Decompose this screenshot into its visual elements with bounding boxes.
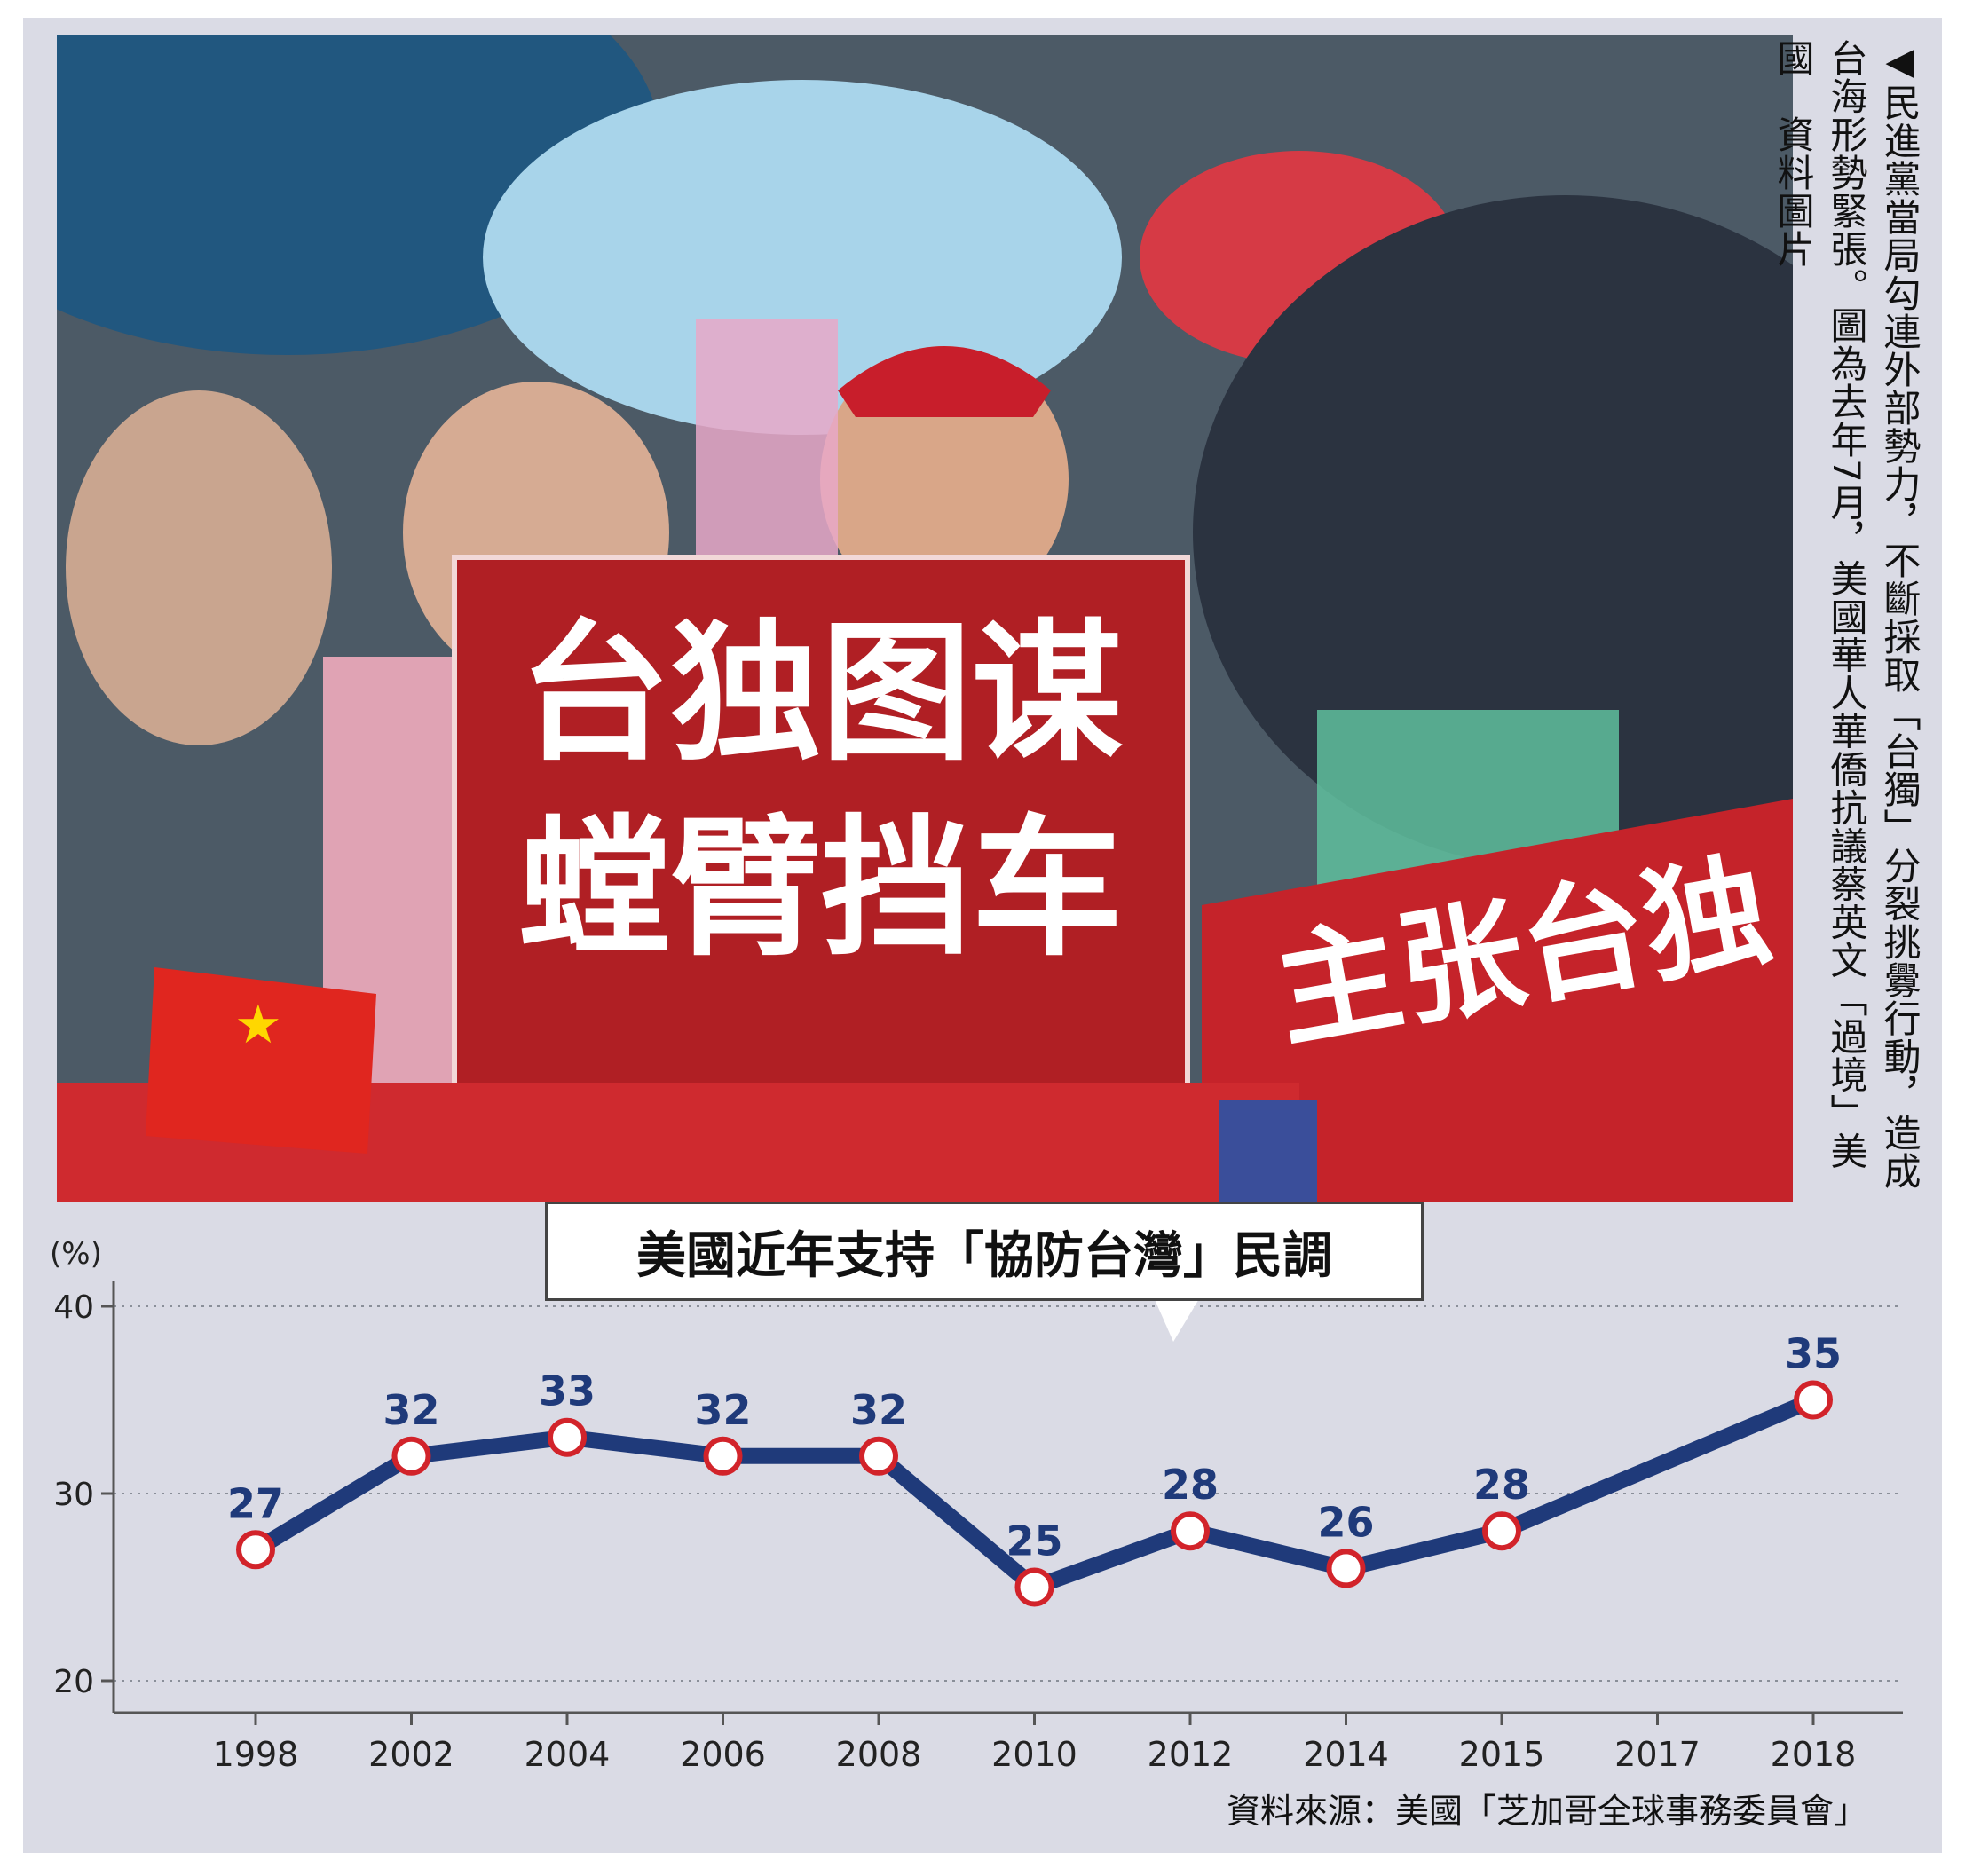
data-label: 28 (1473, 1461, 1530, 1509)
data-point (236, 1530, 275, 1570)
x-tick-label: 1998 (213, 1735, 299, 1774)
y-tick-label: 40 (53, 1289, 94, 1326)
data-point (1171, 1511, 1210, 1551)
photo-illustration: 台独图谋 螳臂挡车 主张台独 ★ (57, 35, 1793, 1202)
data-label: 28 (1162, 1461, 1219, 1509)
chart-grid (114, 1305, 1903, 1682)
data-labels: 27 32 33 32 32 25 28 26 28 35 (227, 1330, 1842, 1565)
title-callout-pointer (1154, 1297, 1200, 1342)
data-point (548, 1417, 587, 1457)
protest-sign (452, 555, 1190, 1101)
data-point (859, 1436, 898, 1476)
sign-line2: 螳臂挡车 (519, 801, 1123, 977)
data-label: 32 (850, 1386, 907, 1434)
data-point (703, 1436, 743, 1476)
series-line (248, 1391, 1821, 1596)
data-points (236, 1380, 1833, 1607)
x-tick-label: 2018 (1771, 1735, 1857, 1774)
data-point (1794, 1380, 1833, 1420)
chart-title: 美國近年支持「協防台灣」民調 (545, 1202, 1424, 1301)
data-point (1326, 1549, 1366, 1588)
us-flag (1219, 1100, 1317, 1202)
data-point (1014, 1567, 1054, 1607)
svg-text:★: ★ (234, 994, 282, 1056)
data-label: 27 (227, 1479, 284, 1527)
photo-caption: ◀民進黨當局勾連外部勢力，不斷採取「台獨」分裂挑釁行動，造成台海形勢緊張。圖為去… (1772, 39, 1922, 1190)
y-tick-label: 30 (53, 1477, 94, 1513)
data-label: 32 (383, 1386, 439, 1434)
protest-banner (1202, 799, 1793, 1202)
x-tick-label: 2006 (680, 1735, 766, 1774)
data-point (391, 1436, 431, 1476)
chart-title-text: 美國近年支持「協防台灣」民調 (636, 1226, 1332, 1285)
y-tick-labels: 20 30 40 (53, 1289, 114, 1700)
umbrella-dark (1193, 195, 1793, 870)
protest-photo: 台独图谋 螳臂挡车 主张台独 ★ (57, 35, 1793, 1202)
x-tick-labels: 1998 2002 2004 2006 2008 2010 2012 2014 2015 2017… (213, 1713, 1857, 1774)
x-tick-label: 2017 (1614, 1735, 1701, 1774)
x-tick-label: 2008 (836, 1735, 922, 1774)
data-label: 25 (1006, 1517, 1062, 1565)
china-flag (146, 967, 376, 1154)
x-tick-label: 2015 (1459, 1735, 1545, 1774)
y-tick-label: 20 (53, 1664, 94, 1700)
x-tick-label: 2004 (525, 1735, 611, 1774)
data-label: 33 (539, 1368, 596, 1415)
sign-line1: 台独图谋 (519, 606, 1123, 782)
y-axis-unit: (%) (50, 1236, 102, 1272)
data-source: 資料來源：美國「芝加哥全球事務委員會」 (1226, 1792, 1867, 1831)
data-point (1482, 1511, 1521, 1551)
umbrella-light-blue (483, 80, 1122, 435)
x-tick-label: 2012 (1148, 1735, 1234, 1774)
x-tick-label: 2002 (368, 1735, 454, 1774)
data-label: 26 (1317, 1498, 1374, 1546)
x-tick-label: 2014 (1303, 1735, 1389, 1774)
x-tick-label: 2010 (991, 1735, 1077, 1774)
data-label: 35 (1785, 1330, 1842, 1378)
data-label: 32 (694, 1386, 751, 1434)
